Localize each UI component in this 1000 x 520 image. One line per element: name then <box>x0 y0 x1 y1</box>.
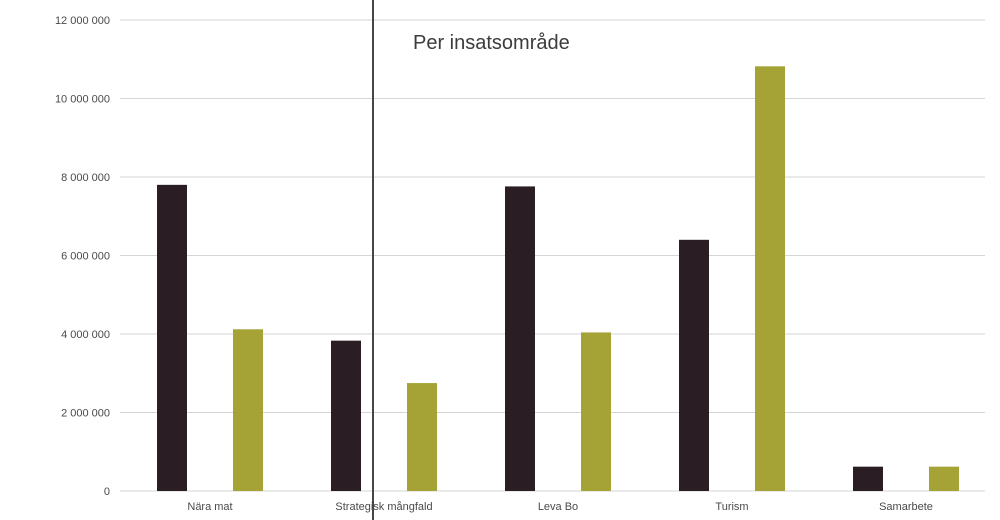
y-tick-label: 12 000 000 <box>55 15 110 27</box>
x-category-label: Turism <box>715 501 748 513</box>
bar-series-2 <box>407 383 437 491</box>
x-category-label: Samarbete <box>879 501 933 513</box>
bar-series-1 <box>505 186 535 492</box>
bar-series-2 <box>233 329 263 491</box>
bar-series-1 <box>853 466 883 491</box>
bar-series-1 <box>331 340 361 491</box>
y-tick-label: 6 000 000 <box>61 251 110 263</box>
y-tick-label: 0 <box>104 486 110 498</box>
bar-series-1 <box>679 239 709 491</box>
x-category-label: Nära mat <box>187 501 232 513</box>
chart-title: Per insatsområde <box>413 32 570 54</box>
gridlines <box>120 19 985 492</box>
y-tick-label: 8 000 000 <box>61 172 110 184</box>
bar-series-1 <box>157 184 187 491</box>
bars <box>157 66 959 492</box>
bar-series-2 <box>929 466 959 491</box>
y-axis-tick-labels: 0 2 000 000 4 000 000 6 000 000 8 000 000 10 … <box>55 15 110 498</box>
bar-series-2 <box>581 332 611 491</box>
bar-series-2 <box>755 66 785 491</box>
x-category-label: Leva Bo <box>538 501 578 513</box>
y-tick-label: 2 000 000 <box>61 408 110 420</box>
y-tick-label: 10 000 000 <box>55 94 110 106</box>
x-axis-category-labels: Nära mat Strategisk mångfald Leva Bo Turism… <box>187 501 933 513</box>
y-tick-label: 4 000 000 <box>61 329 110 341</box>
x-category-label: Strategisk mångfald <box>335 501 432 513</box>
